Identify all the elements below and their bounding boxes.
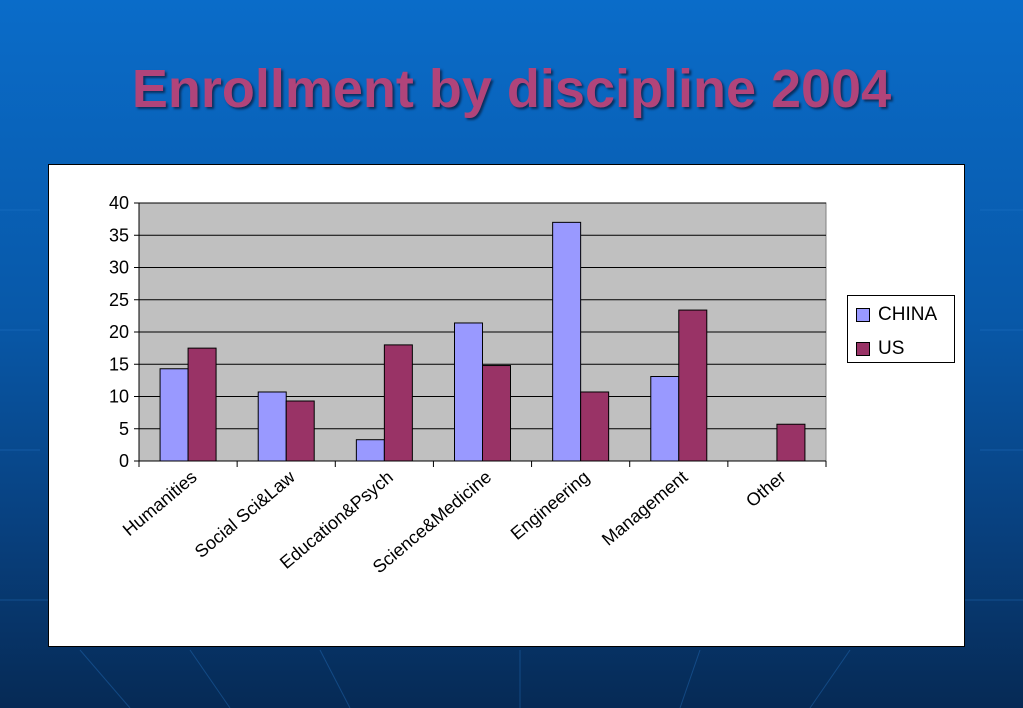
bar-china: [355, 439, 385, 462]
legend-label: CHINA: [878, 304, 938, 325]
bar-china: [552, 221, 582, 462]
bar-china: [257, 391, 287, 462]
y-tick-label: 40: [109, 193, 129, 213]
bar-us: [580, 391, 610, 462]
bar-us: [776, 423, 806, 462]
bar-china: [159, 368, 189, 462]
y-tick-label: 5: [119, 419, 129, 439]
chart-container: 0 5 10 15 20 25 30 35 40 Humanities Social Sci&Law…: [48, 164, 965, 647]
y-tick-label: 20: [109, 322, 129, 342]
chart-legend: CHINA US: [847, 295, 955, 363]
legend-item-china: CHINA: [856, 304, 937, 326]
bar-china: [650, 376, 680, 462]
y-tick-label: 0: [119, 451, 129, 471]
y-tick-label: 10: [109, 387, 129, 407]
legend-swatch: [856, 308, 870, 322]
bar-us: [482, 365, 511, 462]
x-tick-label: Other: [742, 467, 789, 511]
y-tick-label: 35: [109, 225, 129, 245]
bar-us: [678, 309, 708, 462]
legend-label: US: [878, 338, 905, 359]
x-tick-label: Engineering: [507, 467, 593, 544]
legend-swatch: [856, 342, 870, 356]
bar-us: [285, 400, 315, 462]
x-tick-label: Humanities: [119, 467, 201, 540]
bar-china: [454, 322, 483, 462]
y-tick-label: 25: [109, 290, 129, 310]
bar-us: [187, 347, 217, 462]
slide-title: Enrollment by discipline 2004: [131, 59, 892, 119]
y-tick-label: 30: [109, 258, 129, 278]
x-tick-label: Social Sci&Law: [191, 466, 300, 562]
x-tick-label: Management: [598, 467, 691, 550]
legend-item-us: US: [856, 338, 904, 360]
y-tick-label: 15: [109, 354, 129, 374]
bar-us: [383, 344, 413, 462]
